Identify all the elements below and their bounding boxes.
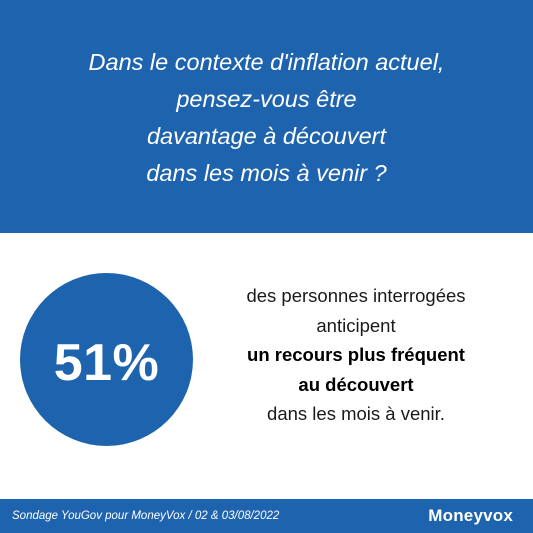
question-panel: Dans le contexte d'inflation actuel, pen… <box>0 0 533 233</box>
description-highlight-line: un recours plus fréquent <box>247 344 465 365</box>
description-line: des personnes interrogées <box>246 285 466 306</box>
question-line: davantage à découvert <box>146 122 387 149</box>
description-highlight-line: au découvert <box>298 373 414 395</box>
description-line: anticipent <box>316 314 396 336</box>
stat-circle: 51% <box>20 273 193 446</box>
stat-percentage: 51% <box>53 333 160 392</box>
survey-source: Sondage YouGov pour MoneyVox / 02 & 03/0… <box>12 510 280 522</box>
footer-bar: Sondage YouGov pour MoneyVox / 02 & 03/0… <box>0 499 533 533</box>
moneyvox-logo: Moneyvox <box>428 506 513 525</box>
question-line: Dans le contexte d'inflation actuel, <box>88 48 445 75</box>
question-line: dans les mois à venir ? <box>146 159 387 186</box>
question-line: pensez-vous être <box>176 85 357 112</box>
stat-description: des personnes interrogées anticipent un … <box>198 281 514 429</box>
description-line: dans les mois à venir. <box>267 403 445 424</box>
